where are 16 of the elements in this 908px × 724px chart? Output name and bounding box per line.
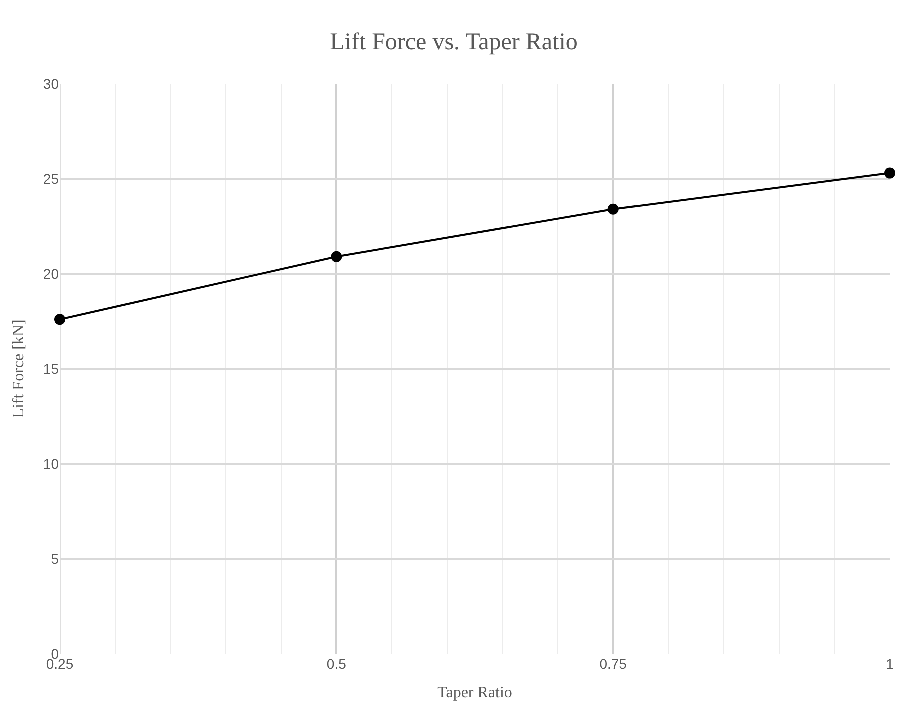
y-tick-label: 5 bbox=[51, 550, 60, 567]
x-tick-label: 0.75 bbox=[600, 656, 628, 672]
x-axis-title: Taper Ratio bbox=[438, 684, 512, 702]
y-tick-label: 30 bbox=[43, 76, 60, 92]
point bbox=[54, 314, 66, 326]
y-tick-label: 15 bbox=[43, 360, 60, 377]
point bbox=[608, 204, 619, 215]
chart-title: Lift Force vs. Taper Ratio bbox=[330, 29, 578, 56]
x-tick-label: 1 bbox=[886, 656, 894, 672]
y-tick-label: 20 bbox=[43, 266, 60, 282]
y-tick-label: 10 bbox=[43, 456, 60, 472]
point bbox=[331, 251, 342, 262]
y-tick-label: 25 bbox=[43, 170, 60, 187]
y-axis-title: Lift Force [kN] bbox=[10, 320, 28, 418]
x-tick-label: 0.5 bbox=[326, 656, 347, 672]
point bbox=[884, 168, 896, 179]
